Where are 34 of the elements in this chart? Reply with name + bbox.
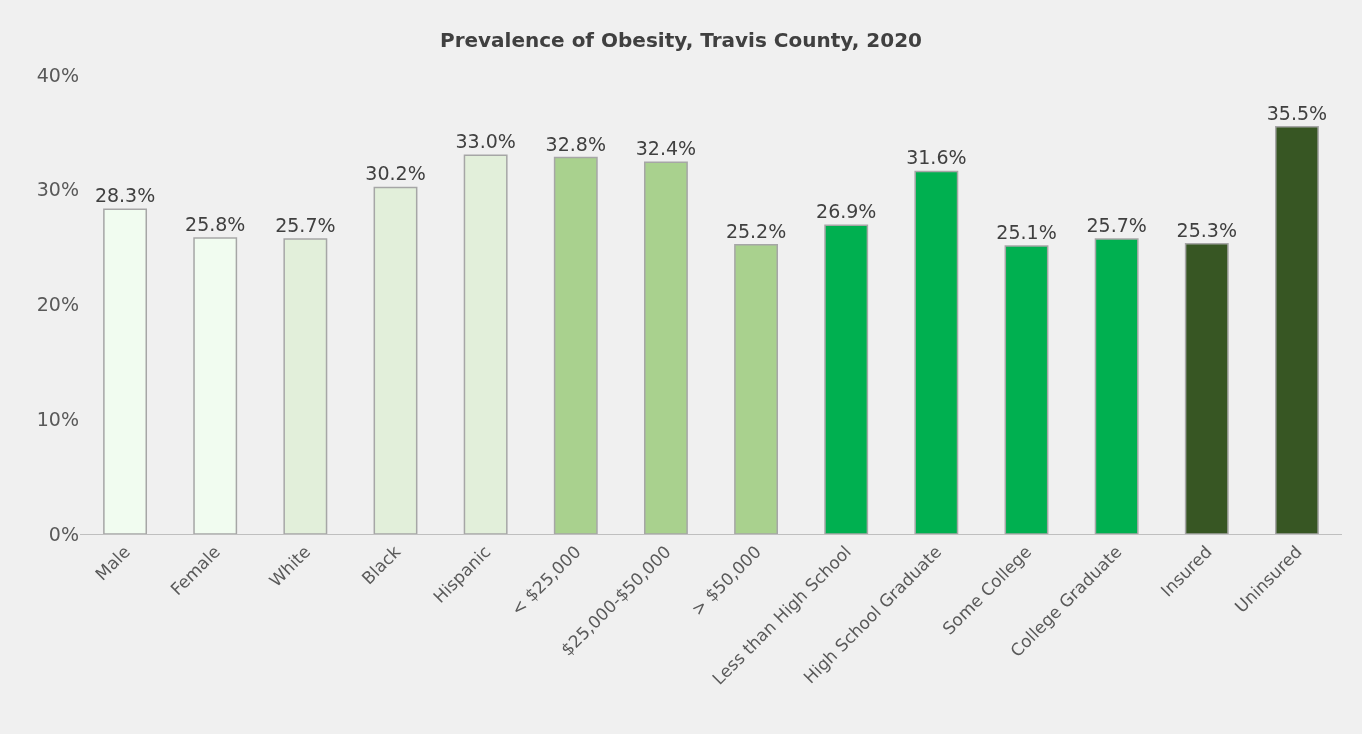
data-label: 31.6% — [906, 146, 967, 169]
bar — [463, 154, 508, 534]
data-label: 25.2% — [725, 219, 787, 242]
bar — [914, 170, 959, 534]
data-label: 25.3% — [1176, 218, 1237, 241]
y-tick-label: 40% — [36, 63, 79, 86]
y-tick-label: 20% — [36, 293, 79, 316]
data-label: 26.9% — [816, 200, 877, 223]
bar — [553, 156, 598, 534]
data-label: 25.8% — [185, 212, 246, 235]
data-label: 25.1% — [996, 220, 1057, 243]
bar — [1004, 245, 1049, 534]
data-label: 25.7% — [275, 214, 336, 237]
data-label: 28.3% — [94, 184, 156, 207]
bar — [1184, 242, 1229, 534]
data-label: 35.5% — [1266, 101, 1328, 124]
y-tick-label: 10% — [36, 407, 79, 430]
y-tick-label: 30% — [36, 178, 79, 201]
bar — [734, 244, 778, 534]
bar — [1094, 238, 1139, 534]
data-label: 25.7% — [1086, 214, 1147, 237]
bar — [283, 238, 328, 534]
bar — [103, 208, 148, 534]
data-label: 33.0% — [455, 130, 516, 153]
data-label: 32.4% — [635, 137, 697, 160]
bar — [824, 224, 869, 534]
data-label: 30.2% — [365, 162, 426, 185]
bar — [643, 161, 688, 534]
chart-title: Prevalence of Obesity, Travis County, 2020 — [439, 28, 923, 53]
bar — [1275, 125, 1319, 534]
bar — [373, 186, 418, 534]
y-tick-label: 0% — [48, 522, 79, 545]
data-label: 32.8% — [545, 132, 606, 155]
bar — [193, 237, 238, 534]
